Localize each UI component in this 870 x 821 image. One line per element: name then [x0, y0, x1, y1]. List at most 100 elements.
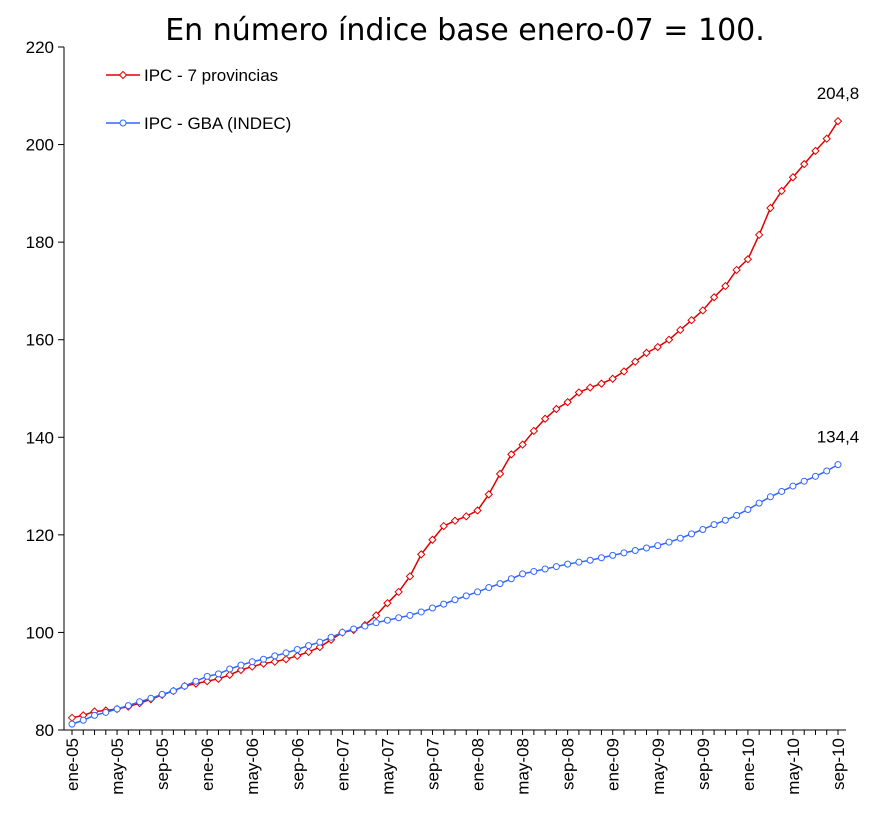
point — [721, 516, 729, 524]
point — [259, 659, 268, 668]
point — [416, 550, 426, 559]
point — [451, 596, 459, 604]
point — [192, 677, 200, 685]
y-tick-label: 200 — [26, 136, 54, 155]
legend-label: IPC - GBA (INDEC) — [144, 114, 291, 133]
point — [789, 482, 797, 490]
point — [361, 622, 369, 630]
point — [541, 565, 549, 573]
y-tick-label: 220 — [26, 38, 54, 57]
y-tick-label: 80 — [35, 721, 54, 740]
x-tick-label: sep-07 — [423, 738, 442, 790]
point — [496, 580, 504, 588]
x-tick-label: ene-09 — [604, 738, 623, 791]
point — [822, 134, 831, 143]
legend-marker — [118, 70, 128, 80]
point — [631, 357, 640, 366]
point — [619, 367, 629, 376]
point — [383, 616, 391, 624]
point — [799, 159, 809, 169]
point — [766, 203, 775, 213]
point — [540, 414, 550, 423]
point — [507, 575, 515, 583]
point — [225, 670, 234, 680]
point — [564, 560, 572, 568]
point — [428, 604, 436, 612]
point — [147, 694, 155, 702]
point — [766, 493, 774, 501]
x-tick-label: sep-10 — [829, 738, 848, 790]
x-tick-label: may-08 — [514, 738, 533, 795]
point — [67, 713, 77, 723]
x-tick-label: may-10 — [784, 738, 803, 795]
point — [181, 682, 189, 690]
point — [654, 542, 662, 550]
point — [800, 477, 808, 485]
point — [260, 655, 267, 663]
point — [665, 538, 673, 546]
point — [214, 674, 223, 683]
point — [788, 173, 798, 182]
point — [248, 658, 256, 666]
x-tick-label: ene-07 — [333, 738, 352, 791]
y-tick-label: 100 — [26, 623, 54, 642]
point — [281, 655, 291, 664]
point — [664, 335, 674, 344]
point — [169, 687, 177, 695]
point — [315, 642, 325, 652]
point — [631, 546, 639, 554]
legend-label: IPC - 7 provincias — [144, 66, 278, 85]
y-tick-label: 120 — [26, 526, 54, 545]
x-tick-label: may-09 — [649, 738, 668, 795]
point — [406, 611, 414, 619]
point — [699, 525, 707, 533]
point — [574, 388, 584, 397]
point — [597, 379, 606, 388]
chart-title: En número índice base enero-07 = 100. — [165, 13, 765, 48]
point — [777, 186, 786, 196]
point — [236, 665, 246, 675]
point — [530, 567, 538, 575]
value-label: 134,4 — [817, 428, 860, 447]
point — [687, 315, 696, 325]
point — [293, 651, 302, 661]
point — [519, 570, 527, 578]
x-tick-label: may-07 — [378, 738, 397, 795]
point — [552, 404, 561, 414]
legend-marker — [119, 119, 127, 127]
point — [575, 558, 583, 566]
point — [91, 711, 99, 719]
point — [642, 348, 651, 358]
x-tick-label: sep-09 — [694, 738, 713, 790]
point — [428, 535, 437, 544]
point — [597, 554, 605, 562]
point — [518, 440, 527, 449]
point — [495, 469, 505, 479]
point — [237, 661, 245, 669]
point — [304, 647, 313, 657]
point — [462, 512, 471, 521]
point — [709, 293, 719, 302]
point — [811, 472, 819, 480]
point — [327, 633, 335, 641]
point — [214, 670, 222, 678]
point — [350, 625, 358, 633]
point — [698, 306, 708, 315]
point — [834, 461, 842, 469]
series-line — [71, 120, 839, 719]
point — [202, 677, 212, 686]
point — [744, 505, 752, 513]
point — [124, 702, 132, 710]
point — [473, 506, 482, 515]
point — [778, 487, 786, 495]
point — [203, 672, 211, 680]
point — [552, 563, 560, 571]
point — [113, 705, 121, 713]
x-tick-label: sep-06 — [288, 738, 307, 790]
value-label: 204,8 — [817, 84, 860, 103]
point — [732, 265, 741, 275]
point — [620, 549, 628, 557]
x-tick-label: ene-05 — [63, 738, 82, 791]
y-tick-label: 140 — [26, 428, 54, 447]
point — [743, 255, 753, 264]
